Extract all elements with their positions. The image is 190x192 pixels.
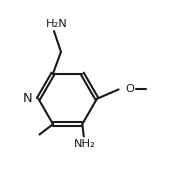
Text: H₂N: H₂N [46, 19, 68, 29]
Text: O: O [126, 84, 135, 94]
Text: N: N [23, 92, 33, 105]
Text: NH₂: NH₂ [74, 139, 96, 149]
